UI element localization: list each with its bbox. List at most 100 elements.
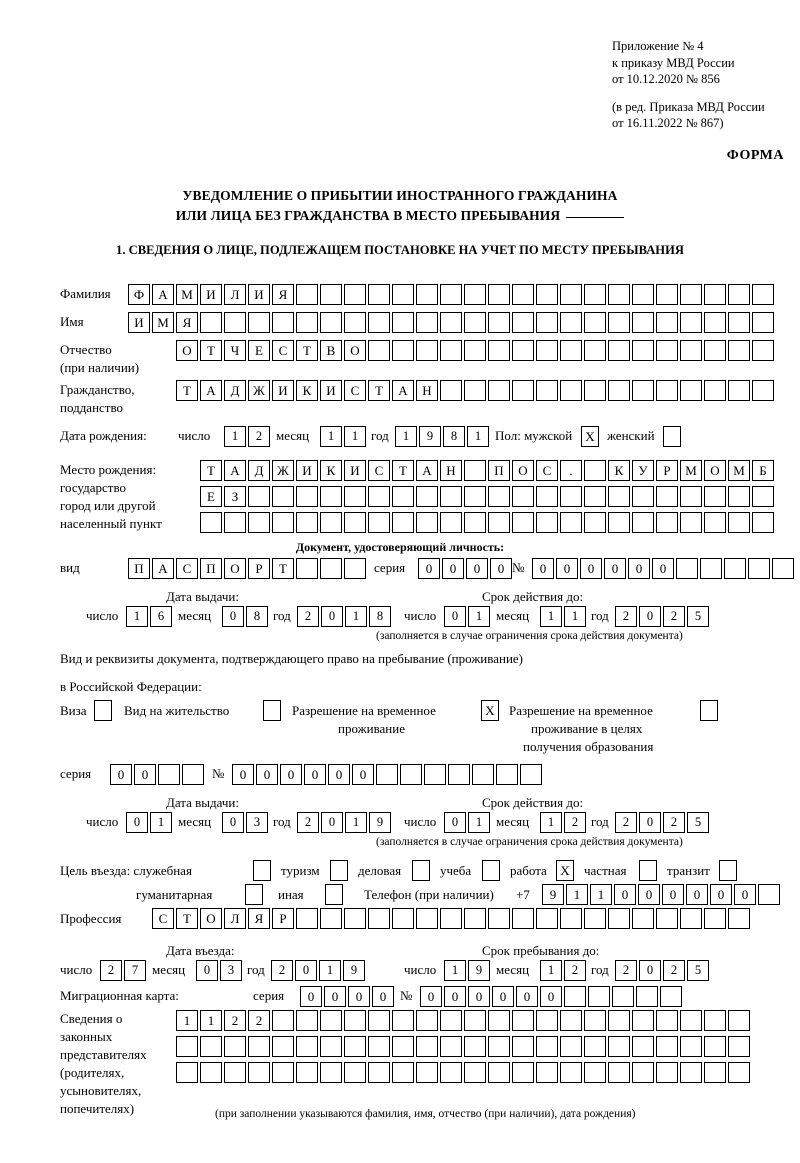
digit-cell[interactable]: 6 [150, 606, 172, 627]
char-cell[interactable] [680, 380, 702, 401]
digit-cell[interactable]: 9 [343, 960, 365, 981]
char-cell[interactable]: 0 [444, 986, 466, 1007]
char-cell[interactable] [632, 512, 654, 533]
char-cell[interactable] [728, 908, 750, 929]
char-cell[interactable] [608, 486, 630, 507]
char-cell[interactable] [224, 1062, 246, 1083]
char-cell[interactable] [560, 486, 582, 507]
char-cell[interactable] [440, 486, 462, 507]
char-cell[interactable] [392, 486, 414, 507]
checkbox-purpose-humanitarian[interactable] [245, 884, 263, 905]
char-cell[interactable]: А [416, 460, 438, 481]
char-cell[interactable] [368, 1036, 390, 1057]
char-cell[interactable] [704, 284, 726, 305]
char-cell[interactable] [520, 764, 542, 785]
char-cell[interactable]: А [152, 284, 174, 305]
char-cell[interactable] [632, 340, 654, 361]
char-cell[interactable] [464, 1010, 486, 1031]
char-cell[interactable] [296, 1010, 318, 1031]
char-cell[interactable]: 0 [300, 986, 322, 1007]
char-cell[interactable]: И [200, 284, 222, 305]
digit-cell[interactable]: 1 [468, 606, 490, 627]
char-cell[interactable] [512, 340, 534, 361]
digit-cell[interactable]: 0 [126, 812, 148, 833]
char-cell[interactable]: М [680, 460, 702, 481]
char-cell[interactable] [660, 986, 682, 1007]
char-cell[interactable]: 1 [200, 1010, 222, 1031]
char-cell[interactable] [376, 764, 398, 785]
digit-cell[interactable]: 1 [345, 606, 367, 627]
char-cell[interactable] [488, 1062, 510, 1083]
digit-cell[interactable]: 2 [663, 812, 685, 833]
digit-cell[interactable]: 9 [468, 960, 490, 981]
char-cell[interactable] [724, 558, 746, 579]
char-cell[interactable] [488, 312, 510, 333]
char-cell[interactable]: Р [656, 460, 678, 481]
char-cell[interactable]: 0 [628, 558, 650, 579]
digit-cell[interactable]: 2 [297, 812, 319, 833]
char-cell[interactable] [536, 380, 558, 401]
char-cell[interactable]: М [728, 460, 750, 481]
char-cell[interactable] [560, 1062, 582, 1083]
digit-cell[interactable]: 8 [443, 426, 465, 447]
char-cell[interactable]: Ж [248, 380, 270, 401]
char-cell[interactable] [656, 908, 678, 929]
char-cell[interactable] [680, 1010, 702, 1031]
birthplace-line3-cells[interactable] [200, 512, 776, 533]
char-cell[interactable] [680, 512, 702, 533]
char-cell[interactable] [584, 908, 606, 929]
digit-cell[interactable]: 0 [321, 812, 343, 833]
char-cell[interactable] [464, 284, 486, 305]
digit-cell[interactable]: 1 [150, 812, 172, 833]
char-cell[interactable]: С [152, 908, 174, 929]
digit-cell[interactable]: 1 [395, 426, 417, 447]
char-cell[interactable]: 0 [418, 558, 440, 579]
char-cell[interactable] [512, 908, 534, 929]
char-cell[interactable]: 0 [466, 558, 488, 579]
char-cell[interactable] [488, 340, 510, 361]
char-cell[interactable] [680, 908, 702, 929]
char-cell[interactable] [200, 1036, 222, 1057]
char-cell[interactable] [656, 340, 678, 361]
char-cell[interactable] [758, 884, 780, 905]
char-cell[interactable] [704, 312, 726, 333]
char-cell[interactable]: З [224, 486, 246, 507]
digit-cell[interactable]: 2 [271, 960, 293, 981]
char-cell[interactable] [392, 1062, 414, 1083]
char-cell[interactable] [416, 486, 438, 507]
char-cell[interactable] [584, 1036, 606, 1057]
char-cell[interactable] [440, 1062, 462, 1083]
char-cell[interactable] [752, 340, 774, 361]
char-cell[interactable] [464, 908, 486, 929]
digit-cell[interactable]: 0 [639, 812, 661, 833]
char-cell[interactable] [704, 1010, 726, 1031]
char-cell[interactable] [392, 284, 414, 305]
char-cell[interactable] [636, 986, 658, 1007]
char-cell[interactable]: У [632, 460, 654, 481]
digit-cell[interactable]: 1 [540, 960, 562, 981]
char-cell[interactable]: 0 [280, 764, 302, 785]
char-cell[interactable]: В [320, 340, 342, 361]
digit-cell[interactable]: 0 [639, 606, 661, 627]
char-cell[interactable] [752, 486, 774, 507]
digit-cell[interactable]: 1 [467, 426, 489, 447]
char-cell[interactable] [680, 340, 702, 361]
char-cell[interactable] [560, 1036, 582, 1057]
char-cell[interactable]: 0 [556, 558, 578, 579]
char-cell[interactable] [632, 486, 654, 507]
char-cell[interactable] [704, 1036, 726, 1057]
char-cell[interactable] [248, 312, 270, 333]
char-cell[interactable] [560, 380, 582, 401]
char-cell[interactable]: Я [248, 908, 270, 929]
char-cell[interactable]: 0 [686, 884, 708, 905]
digit-cell[interactable]: 8 [369, 606, 391, 627]
char-cell[interactable] [704, 512, 726, 533]
